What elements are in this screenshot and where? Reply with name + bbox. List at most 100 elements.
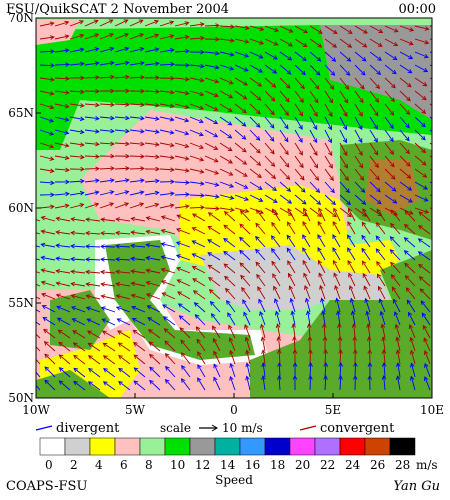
wind-arrow-head [86, 318, 92, 323]
wind-arrow-head [276, 349, 282, 354]
wind-arrow [354, 116, 363, 130]
wind-arrow-head [94, 33, 100, 38]
wind-arrow-head [438, 160, 442, 164]
wind-arrow-head [85, 217, 91, 222]
wind-arrow [99, 167, 115, 170]
wind-arrow [54, 77, 70, 80]
wind-arrow-head [160, 228, 166, 234]
wind-arrow-head [27, 229, 31, 233]
wind-arrow [419, 288, 431, 300]
wind-arrow-head [390, 209, 396, 215]
wind-arrow-head [407, 68, 413, 74]
wind-arrow [339, 349, 342, 365]
wind-arrow-head [139, 178, 145, 183]
wind-arrow [192, 227, 206, 235]
wind-arrow [204, 77, 219, 83]
wind-arrow-head [50, 63, 55, 68]
wind-arrow [59, 354, 71, 365]
wind-arrow [255, 249, 266, 261]
wind-arrow-head [375, 248, 381, 254]
wind-arrow-head [56, 305, 62, 310]
wind-arrow-head [109, 178, 115, 183]
wind-arrow [144, 129, 159, 133]
wind-arrow-head [197, 351, 202, 357]
wind-arrow-head [245, 349, 250, 355]
wind-arrow-head [332, 247, 337, 252]
wind-arrow [294, 116, 303, 130]
wind-arrow [147, 317, 161, 326]
wind-arrow [204, 24, 220, 27]
wind-arrow-head [110, 166, 115, 171]
wind-arrow-head [407, 186, 413, 191]
wind-arrow-head [95, 102, 100, 108]
wind-arrow [324, 181, 335, 193]
wind-arrow [390, 262, 401, 274]
wind-arrow-head [31, 366, 35, 370]
wind-arrow-head [345, 71, 351, 76]
wind-arrow [394, 311, 401, 326]
wind-arrow [302, 234, 311, 248]
wind-arrow-head [42, 316, 48, 322]
wind-arrow-head [227, 121, 233, 126]
wind-arrow-head [85, 257, 90, 262]
wind-arrow-head [259, 310, 264, 316]
wind-arrow [71, 306, 86, 313]
wind-arrow [86, 307, 101, 313]
wind-arrow [249, 142, 261, 154]
wind-arrow-head [300, 175, 305, 181]
wind-arrow-head [110, 128, 115, 134]
wind-arrow-head [358, 151, 363, 156]
wind-arrow-head [140, 115, 145, 121]
wind-arrow-head [223, 211, 229, 216]
wind-arrow-head [213, 145, 219, 150]
wind-arrow-head [125, 102, 130, 107]
wind-arrow-head [191, 266, 197, 271]
wind-arrow [384, 77, 396, 89]
wind-arrow-head [365, 310, 370, 316]
wind-arrow-head [213, 158, 219, 163]
wind-arrow [272, 273, 281, 287]
wind-arrow-head [95, 166, 100, 172]
wind-arrow [129, 203, 144, 209]
wind-arrow [149, 366, 161, 378]
wind-arrow [189, 77, 204, 82]
wind-arrow [219, 38, 234, 42]
speed-zone [36, 20, 80, 45]
wind-arrow [339, 64, 350, 76]
wind-arrow [362, 208, 371, 222]
wind-arrow-head [57, 329, 63, 334]
wind-arrow [159, 103, 174, 107]
wind-arrow [159, 63, 175, 66]
wind-arrow-head [316, 200, 322, 205]
wind-arrow-head [133, 380, 139, 385]
wind-arrow [84, 203, 99, 209]
wind-arrow-head [164, 379, 170, 384]
wind-arrow [72, 318, 86, 326]
wind-arrow [102, 330, 116, 339]
wind-arrow-head [85, 282, 91, 287]
wind-arrow [54, 142, 69, 147]
wind-arrow [73, 355, 86, 365]
wind-arrow-head [40, 280, 46, 286]
wind-arrow-head [273, 210, 279, 215]
wind-arrow-head [419, 288, 425, 293]
wind-arrow-head [292, 349, 298, 354]
wind-arrow [234, 207, 249, 213]
wind-arrow-head [153, 19, 159, 25]
wind-arrow [116, 232, 131, 235]
wind-arrow [174, 155, 189, 160]
wind-arrow-head [140, 154, 145, 159]
wind-arrow-head [169, 117, 175, 122]
wind-arrow [399, 181, 412, 191]
wind-arrow-head [330, 71, 336, 76]
wind-arrow-head [318, 207, 323, 213]
wind-arrow-head [242, 172, 248, 177]
wind-arrow [177, 291, 191, 300]
wind-arrow [339, 25, 353, 34]
wind-arrow-head [155, 89, 160, 94]
wind-arrow-head [58, 354, 64, 359]
wind-arrow [100, 258, 116, 261]
wind-arrow [324, 116, 332, 130]
wind-arrow-head [130, 281, 136, 287]
wind-arrow [228, 325, 236, 339]
